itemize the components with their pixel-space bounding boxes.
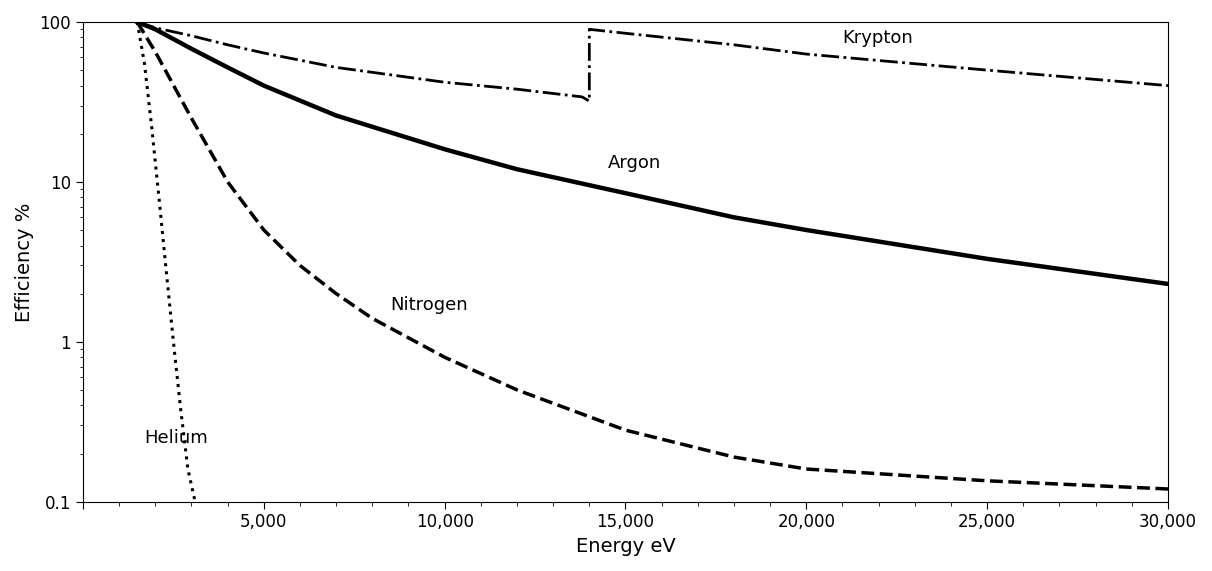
Y-axis label: Efficiency %: Efficiency % (15, 202, 34, 321)
Text: Krypton: Krypton (842, 29, 914, 47)
Text: Argon: Argon (607, 154, 661, 172)
Text: Helium: Helium (144, 429, 208, 447)
Text: Nitrogen: Nitrogen (390, 296, 468, 313)
X-axis label: Energy eV: Energy eV (576, 537, 675, 556)
